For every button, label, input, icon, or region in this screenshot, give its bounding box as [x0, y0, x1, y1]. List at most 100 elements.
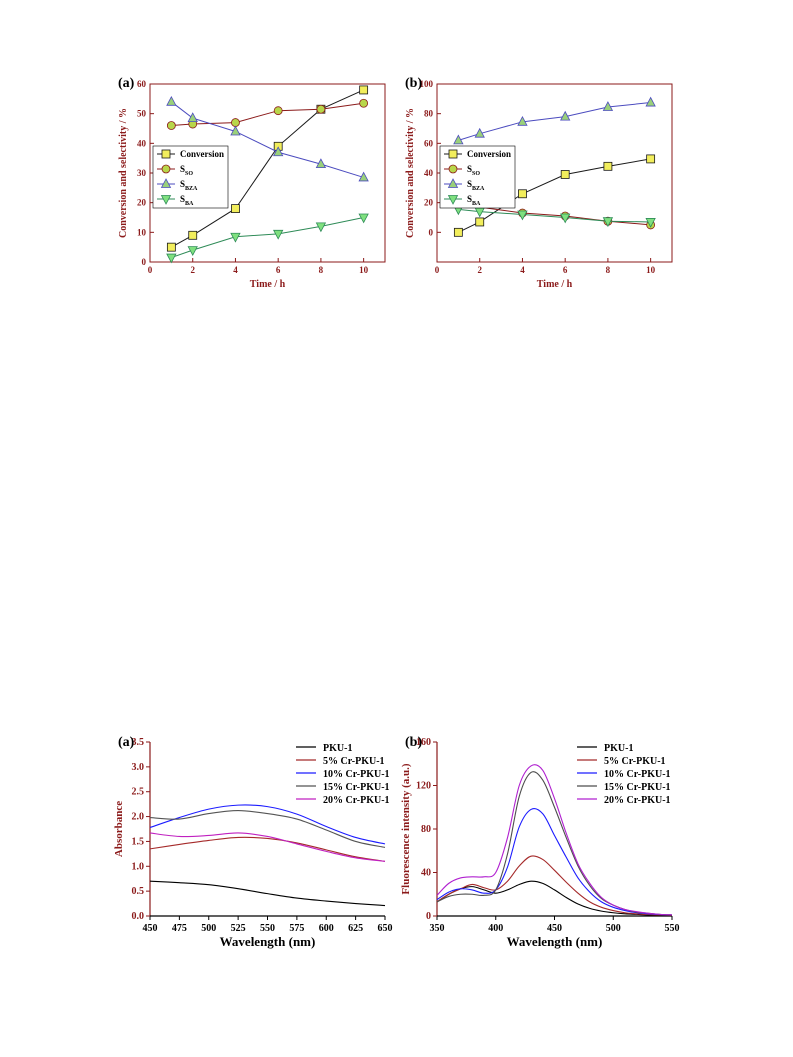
- series-line: [436, 880, 673, 917]
- series-line: [171, 101, 364, 178]
- legend-entry-subscript: BZA: [472, 186, 485, 192]
- x-axis-title: Wavelength (nm): [507, 934, 603, 949]
- data-point: [315, 222, 327, 233]
- legend-marker: [161, 149, 171, 159]
- series-line: [149, 810, 386, 848]
- y-tick-label: 0: [426, 911, 431, 922]
- y-tick-label: 80: [421, 824, 431, 835]
- data-point: [273, 229, 284, 240]
- series-ba: [453, 205, 656, 228]
- legend-entry: 5% Cr-PKU-1: [323, 756, 385, 767]
- y-tick-label: 0.5: [132, 886, 145, 897]
- legend-entry-name: S: [180, 164, 185, 174]
- x-tick-label: 0: [148, 265, 153, 275]
- series-line: [436, 855, 673, 916]
- x-tick-label: 2: [190, 265, 195, 275]
- y-tick-label: 100: [420, 79, 434, 89]
- y-tick-label: 2.0: [132, 812, 145, 823]
- data-point: [273, 146, 284, 157]
- x-tick-label: 625: [348, 923, 363, 934]
- legend-entry: SSO: [467, 164, 480, 177]
- panel-label: (a): [118, 735, 135, 750]
- legend-entry-name: Conversion: [467, 149, 511, 159]
- x-tick-label: 10: [646, 265, 656, 275]
- legend-entry: 10% Cr-PKU-1: [604, 769, 671, 780]
- data-point: [358, 213, 369, 224]
- x-tick-label: 475: [172, 923, 187, 934]
- legend-entry: SBZA: [467, 179, 485, 192]
- legend-entry-subscript: SO: [185, 171, 193, 177]
- legend-entry: PKU-1: [323, 743, 352, 754]
- x-tick-label: 550: [260, 923, 275, 934]
- data-point: [166, 253, 177, 264]
- data-point: [474, 207, 485, 218]
- y-tick-label: 2.5: [132, 787, 145, 798]
- legend-entry-name: S: [467, 179, 472, 189]
- x-tick-label: 8: [319, 265, 324, 275]
- legend-entry-subscript: BZA: [185, 186, 198, 192]
- x-tick-label: 350: [430, 923, 445, 934]
- data-point: [187, 246, 198, 256]
- chart-4: 350 400 450 500 550 0 40 80 120 160 Wavelength (nm…: [400, 735, 680, 949]
- x-tick-label: 450: [143, 923, 158, 934]
- y-axis-title: Fluorescence intensity (a.u.): [400, 763, 412, 895]
- data-point: [230, 232, 241, 243]
- series-line: [149, 880, 386, 907]
- data-point: [475, 217, 485, 227]
- legend-entry-name: S: [180, 179, 185, 189]
- data-point: [453, 134, 464, 145]
- data-point: [315, 158, 327, 169]
- y-tick-label: 0.0: [132, 911, 145, 922]
- y-tick-label: 30: [137, 168, 147, 178]
- legend-entry: SBZA: [180, 179, 198, 192]
- data-point: [231, 118, 240, 127]
- panel-label: (a): [118, 76, 135, 91]
- x-tick-label: 4: [520, 265, 525, 275]
- data-point: [603, 161, 613, 171]
- series-line: [436, 808, 673, 916]
- data-point: [230, 125, 241, 136]
- legend-entry: Conversion: [467, 149, 511, 159]
- legend-entry: PKU-1: [604, 743, 633, 754]
- x-tick-label: 550: [665, 923, 680, 934]
- y-tick-label: 80: [424, 109, 434, 119]
- legend-entry: 20% Cr-PKU-1: [604, 795, 671, 806]
- x-tick-label: 450: [547, 923, 562, 934]
- legend-entry-subscript: BA: [185, 201, 194, 207]
- data-point: [517, 115, 528, 126]
- data-point: [453, 227, 463, 237]
- x-tick-label: 8: [606, 265, 611, 275]
- legend: PKU-1 5% Cr-PKU-1 10% Cr-PKU-1 15% Cr-PKU-1…: [296, 743, 390, 806]
- x-axis-title: Time / h: [537, 279, 573, 290]
- y-tick-label: 1.5: [132, 836, 145, 847]
- data-point: [560, 213, 571, 224]
- y-tick-label: 1.0: [132, 861, 145, 872]
- y-tick-label: 3.5: [132, 737, 145, 748]
- data-point: [602, 217, 614, 228]
- legend-entry: 15% Cr-PKU-1: [604, 782, 671, 793]
- x-tick-label: 575: [289, 923, 304, 934]
- legend-marker: [447, 178, 459, 188]
- x-tick-label: 2: [477, 265, 482, 275]
- x-tick-label: 0: [435, 265, 440, 275]
- data-point: [602, 101, 614, 111]
- y-tick-label: 20: [137, 198, 147, 208]
- y-tick-label: 40: [137, 138, 147, 148]
- legend-entry-subscript: SO: [472, 171, 480, 177]
- data-point: [166, 95, 177, 106]
- x-tick-label: 10: [359, 265, 369, 275]
- data-point: [517, 210, 528, 221]
- panel-label: (b): [405, 76, 422, 91]
- legend-entry: SBA: [180, 194, 194, 207]
- x-tick-label: 400: [488, 923, 503, 934]
- series-so: [166, 98, 369, 130]
- legend-entry: 10% Cr-PKU-1: [323, 769, 390, 780]
- data-point: [359, 98, 369, 108]
- chart-1: 0 2 4 6 8 10 0 10 20 30 40 50 60 Time / h Conversion a…: [118, 76, 386, 290]
- legend-marker: [161, 164, 171, 174]
- series-line: [171, 217, 364, 259]
- data-point: [231, 204, 240, 214]
- x-tick-label: 4: [233, 265, 238, 275]
